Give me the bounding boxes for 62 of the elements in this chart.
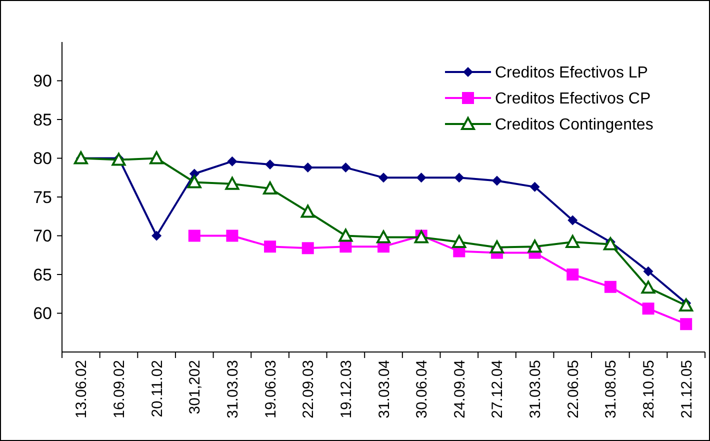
point xyxy=(641,280,656,294)
legend-label: Creditos Efectivos CP xyxy=(495,90,651,108)
point xyxy=(302,242,314,254)
point xyxy=(490,240,504,254)
point xyxy=(340,162,351,173)
point xyxy=(566,234,580,248)
y-tick-label: 70 xyxy=(33,226,52,246)
point xyxy=(568,215,578,226)
y-tick-label: 90 xyxy=(33,72,52,91)
point xyxy=(604,280,616,293)
x-tick-label: 20.11.02 xyxy=(148,360,166,418)
point xyxy=(603,237,618,250)
x-tick-label: 301,202 xyxy=(186,360,204,414)
x-tick-label: 19.12.03 xyxy=(338,360,355,418)
point xyxy=(150,151,164,164)
point xyxy=(264,240,276,253)
point xyxy=(265,159,276,170)
x-tick-label: 13.06.02 xyxy=(73,360,90,418)
x-tick-label: 22.06.05 xyxy=(564,360,582,418)
y-tick-label: 80 xyxy=(33,149,52,168)
legend-label: Creditos Efectivos LP xyxy=(495,64,648,82)
point xyxy=(376,230,390,244)
x-tick-label: 31.08.05 xyxy=(602,360,620,418)
point xyxy=(226,230,238,242)
point xyxy=(642,302,654,315)
x-tick-label: 21.12.05 xyxy=(678,360,696,418)
point xyxy=(454,172,464,183)
point xyxy=(680,318,692,330)
x-tick-label: 24.09.04 xyxy=(451,360,468,418)
point xyxy=(187,175,202,188)
y-tick-label: 60 xyxy=(33,304,52,324)
point xyxy=(378,172,388,183)
x-tick-label: 27.12.04 xyxy=(489,360,506,418)
x-tick-label: 22.09.03 xyxy=(300,360,318,418)
point xyxy=(112,152,126,166)
y-tick-label: 65 xyxy=(33,265,52,284)
point xyxy=(338,228,353,242)
point xyxy=(188,230,200,242)
legend-label: Creditos Contingentes xyxy=(495,116,654,134)
point xyxy=(566,268,579,280)
point xyxy=(227,156,238,166)
x-tick-label: 30.06.04 xyxy=(414,360,431,418)
point xyxy=(530,182,540,192)
point xyxy=(152,230,162,241)
point xyxy=(492,176,502,186)
point xyxy=(643,266,654,276)
x-tick-label: 31.03.04 xyxy=(376,360,393,418)
x-tick-label: 16.09.02 xyxy=(110,360,128,418)
point xyxy=(225,176,240,190)
point xyxy=(679,298,694,312)
x-tick-label: 31.03.03 xyxy=(224,360,242,418)
x-tick-label: 19.06.03 xyxy=(262,360,280,418)
x-tick-label: 31.03.05 xyxy=(527,360,544,418)
y-tick-label: 85 xyxy=(33,110,52,130)
point xyxy=(528,240,542,253)
point xyxy=(263,181,278,194)
point xyxy=(416,172,426,183)
x-tick-label: 28.10.05 xyxy=(640,360,658,418)
point xyxy=(452,234,466,248)
y-tick-label: 75 xyxy=(33,188,52,207)
point xyxy=(302,162,313,173)
point xyxy=(300,204,315,218)
